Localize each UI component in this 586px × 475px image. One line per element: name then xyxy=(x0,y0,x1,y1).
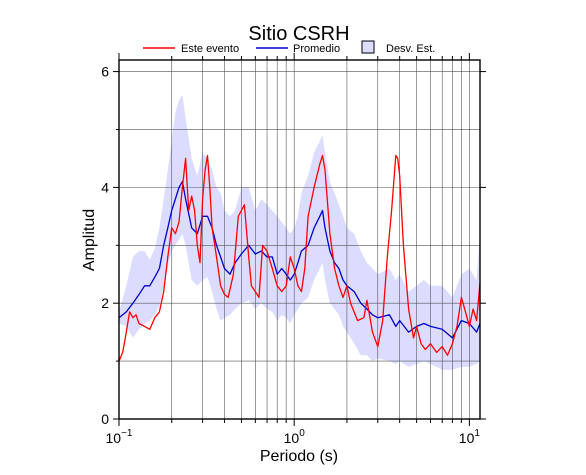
event-series-line xyxy=(118,154,481,362)
x-tick-exponent: −1 xyxy=(121,428,133,439)
std-dev-band-layer xyxy=(119,94,480,370)
x-tick-exponent: 1 xyxy=(474,428,480,439)
legend-label: Este evento xyxy=(181,43,239,55)
legend: Este evento Promedio Desv. Est. xyxy=(143,40,435,55)
x-tick-exponent: 0 xyxy=(299,428,305,439)
chart-title: Sitio CSRH xyxy=(248,23,349,45)
legend-label: Promedio xyxy=(293,43,340,55)
grid-layer xyxy=(119,60,480,419)
series-layer xyxy=(118,154,481,362)
y-axis-title: Amplitud xyxy=(81,209,98,271)
x-axis-title: Periodo (s) xyxy=(260,448,338,465)
legend-swatch-std-dev xyxy=(361,40,375,54)
legend-label: Desv. Est. xyxy=(386,43,435,55)
std-dev-band xyxy=(119,94,480,370)
y-tick-label: 4 xyxy=(101,179,109,195)
average-series-line xyxy=(118,180,481,339)
y-tick-label: 0 xyxy=(101,411,109,427)
y-tick-label: 2 xyxy=(101,295,109,311)
y-tick-label: 6 xyxy=(101,64,109,80)
plot-frame xyxy=(118,59,481,420)
